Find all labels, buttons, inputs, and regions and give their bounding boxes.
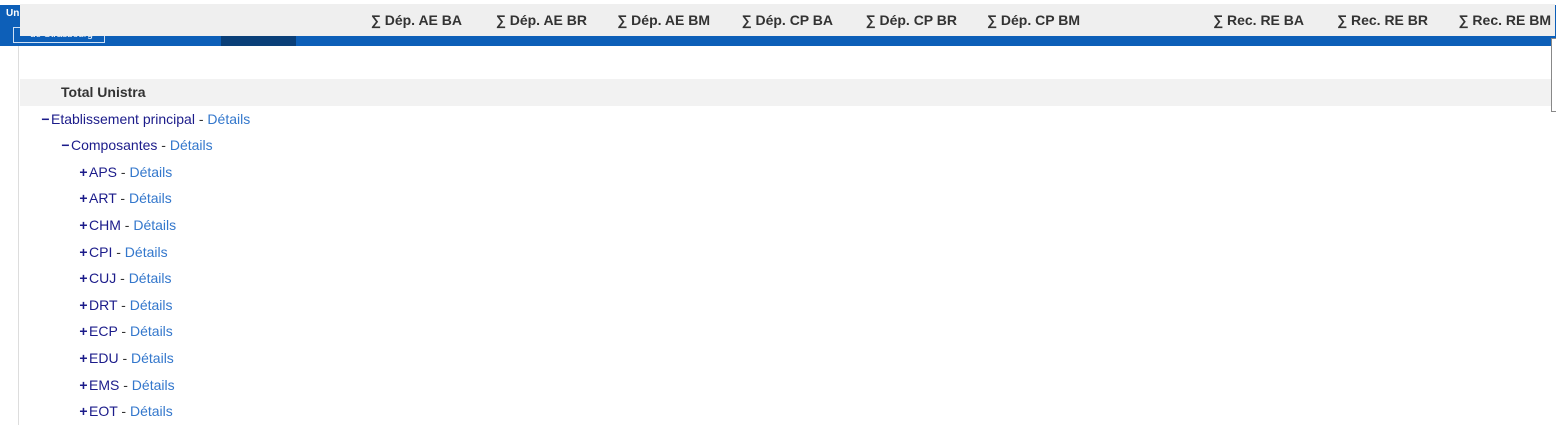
row-label[interactable]: EMS: [89, 376, 120, 393]
row-label-cell: −Composantes - Détails: [60, 137, 213, 154]
row-label[interactable]: ART: [89, 190, 117, 207]
expand-icon[interactable]: +: [79, 296, 88, 313]
expand-icon[interactable]: +: [79, 243, 88, 260]
row-label[interactable]: EDU: [89, 350, 119, 366]
details-link[interactable]: Détails: [207, 110, 251, 127]
main-content: [18, 46, 1556, 425]
row-label[interactable]: EOT: [89, 403, 118, 420]
column-header[interactable]: ∑ Rec. RE BM: [1458, 12, 1551, 28]
row-background: [20, 79, 1555, 106]
row-label[interactable]: APS: [89, 163, 118, 180]
row-label-cell: +EOT - Détails: [78, 403, 173, 420]
details-link[interactable]: Détails: [129, 403, 173, 420]
details-link[interactable]: Détails: [129, 296, 173, 313]
expand-icon[interactable]: +: [79, 376, 88, 393]
row-label[interactable]: Composantes: [71, 137, 158, 154]
row-label-cell: +ART - Détails: [78, 190, 172, 207]
row-label: Total Unistra: [61, 84, 146, 100]
collapse-icon[interactable]: −: [41, 110, 50, 127]
row-label[interactable]: ECP: [89, 323, 118, 340]
column-header[interactable]: ∑ Dép. CP BM: [987, 12, 1080, 28]
separator: -: [112, 243, 125, 260]
row-label[interactable]: Etablissement principal: [51, 110, 195, 127]
column-header[interactable]: ∑ Dép. CP BA: [741, 12, 833, 28]
details-link[interactable]: Détails: [131, 376, 175, 393]
expand-icon[interactable]: +: [79, 270, 88, 287]
separator: -: [116, 190, 129, 207]
row-label-cell: +APS - Détails: [78, 164, 172, 180]
separator: -: [194, 110, 208, 127]
column-header[interactable]: ∑ Dép. AE BR: [495, 12, 587, 28]
row-label-cell: +EDU - Détails: [78, 350, 174, 366]
row-label[interactable]: CPI: [89, 243, 113, 260]
tooltip-edge: [1551, 38, 1556, 112]
separator: -: [119, 376, 132, 393]
separator: -: [118, 350, 132, 366]
expand-icon[interactable]: +: [79, 323, 88, 340]
separator: -: [117, 323, 130, 340]
separator: -: [117, 403, 130, 420]
expand-icon[interactable]: +: [79, 217, 88, 233]
separator: -: [117, 163, 130, 180]
row-label[interactable]: DRT: [89, 296, 118, 313]
expand-icon[interactable]: +: [79, 163, 88, 180]
row-label-cell: −Etablissement principal - Détails: [40, 111, 250, 127]
row-label-cell: Total Unistra: [61, 84, 146, 100]
column-header[interactable]: ∑ Dép. CP BR: [865, 12, 957, 28]
column-header[interactable]: ∑ Rec. RE BA: [1213, 12, 1304, 28]
row-label[interactable]: CUJ: [89, 270, 117, 287]
row-label-cell: +EMS - Détails: [78, 376, 175, 393]
details-link[interactable]: Détails: [124, 243, 168, 260]
column-header[interactable]: ∑ Rec. RE BR: [1337, 12, 1428, 28]
row-label-cell: +CPI - Détails: [78, 243, 168, 260]
details-link[interactable]: Détails: [131, 350, 174, 366]
details-link[interactable]: Détails: [133, 217, 177, 233]
expand-icon[interactable]: +: [79, 403, 88, 420]
details-link[interactable]: Détails: [169, 137, 213, 154]
row-label-cell: +DRT - Détails: [78, 296, 173, 313]
row-label-cell: +CUJ - Détails: [78, 270, 171, 286]
separator: -: [117, 296, 130, 313]
row-label[interactable]: CHM: [89, 217, 121, 233]
separator: -: [120, 217, 134, 233]
separator: -: [116, 270, 129, 287]
row-label-cell: +ECP - Détails: [78, 323, 173, 340]
details-link[interactable]: Détails: [128, 190, 172, 207]
details-link[interactable]: Détails: [130, 323, 173, 340]
details-link[interactable]: Détails: [129, 163, 173, 180]
collapse-icon[interactable]: −: [61, 137, 70, 154]
table-header: ∑ Dép. AE BA ∑ Dép. AE BR ∑ Dép. AE BM ∑ Dé…: [20, 4, 1555, 36]
column-header[interactable]: ∑ Dép. AE BA: [370, 12, 462, 28]
expand-icon[interactable]: +: [79, 190, 88, 207]
details-link[interactable]: Détails: [128, 270, 172, 287]
expand-icon[interactable]: +: [79, 350, 88, 366]
column-header[interactable]: ∑ Dép. AE BM: [617, 12, 710, 28]
separator: -: [157, 137, 170, 154]
row-label-cell: +CHM - Détails: [78, 217, 176, 233]
